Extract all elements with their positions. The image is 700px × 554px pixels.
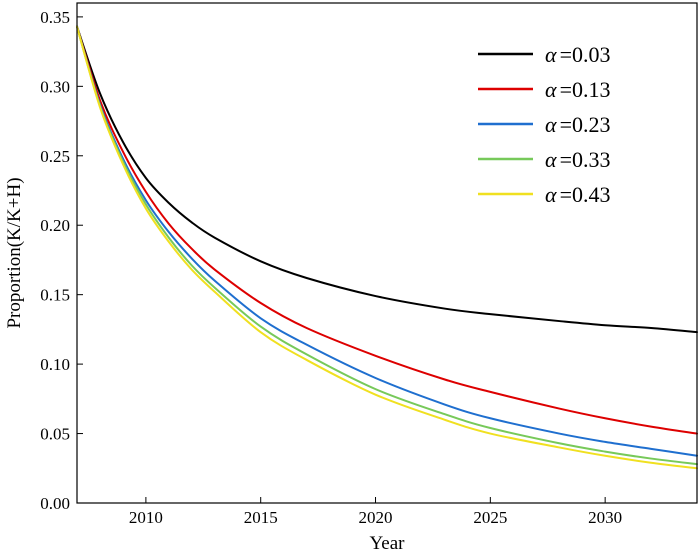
series-line-2 bbox=[76, 25, 698, 435]
legend-item: α =0.03 bbox=[478, 42, 610, 67]
series-line-5 bbox=[76, 25, 698, 470]
legend-item: α =0.33 bbox=[478, 147, 610, 172]
x-axis-title: Year bbox=[369, 533, 405, 554]
x-tick-label: 2025 bbox=[473, 508, 507, 527]
series-layer bbox=[76, 25, 698, 470]
y-tick-label: 0.20 bbox=[40, 216, 70, 235]
legend-value: =0.33 bbox=[560, 147, 611, 172]
legend-label: α =0.43 bbox=[545, 182, 610, 207]
y-tick-label: 0.15 bbox=[40, 286, 70, 305]
legend-value: =0.03 bbox=[560, 42, 611, 67]
legend-item: α =0.13 bbox=[478, 77, 610, 102]
series-line-4 bbox=[76, 25, 698, 466]
x-tick-label: 2020 bbox=[359, 508, 393, 527]
y-tick-label: 0.05 bbox=[40, 425, 70, 444]
y-tick-label: 0.35 bbox=[40, 8, 70, 27]
legend-label: α =0.13 bbox=[545, 77, 610, 102]
x-tick-label: 2010 bbox=[129, 508, 163, 527]
series-line-1 bbox=[76, 25, 698, 334]
legend-item: α =0.23 bbox=[478, 112, 610, 137]
y-tick-label: 0.10 bbox=[40, 355, 70, 374]
legend-value: =0.13 bbox=[560, 77, 611, 102]
x-tick-label: 2030 bbox=[588, 508, 622, 527]
y-tick-label: 0.30 bbox=[40, 77, 70, 96]
y-tick-label: 0.25 bbox=[40, 147, 70, 166]
series-line-3 bbox=[76, 25, 698, 457]
legend-alpha-symbol: α bbox=[545, 112, 557, 137]
legend-label: α =0.03 bbox=[545, 42, 610, 67]
plot-frame bbox=[76, 2, 698, 504]
legend-value: =0.23 bbox=[560, 112, 611, 137]
legend: α =0.03α =0.13α =0.23α =0.33α =0.43 bbox=[478, 42, 610, 207]
y-axis-title: Proportion(K/K+H) bbox=[4, 177, 25, 328]
legend-alpha-symbol: α bbox=[545, 147, 557, 172]
legend-alpha-symbol: α bbox=[545, 77, 557, 102]
x-axis: 2010 2015 2020 2025 2030 bbox=[129, 497, 622, 527]
legend-alpha-symbol: α bbox=[545, 182, 557, 207]
legend-item: α =0.43 bbox=[478, 182, 610, 207]
y-axis: 0.00 0.05 0.10 0.15 0.20 0.25 0.30 0.35 bbox=[40, 8, 83, 513]
y-tick-label: 0.00 bbox=[40, 494, 70, 513]
legend-alpha-symbol: α bbox=[545, 42, 557, 67]
legend-label: α =0.23 bbox=[545, 112, 610, 137]
x-tick-label: 2015 bbox=[244, 508, 278, 527]
legend-label: α =0.33 bbox=[545, 147, 610, 172]
legend-value: =0.43 bbox=[560, 182, 611, 207]
